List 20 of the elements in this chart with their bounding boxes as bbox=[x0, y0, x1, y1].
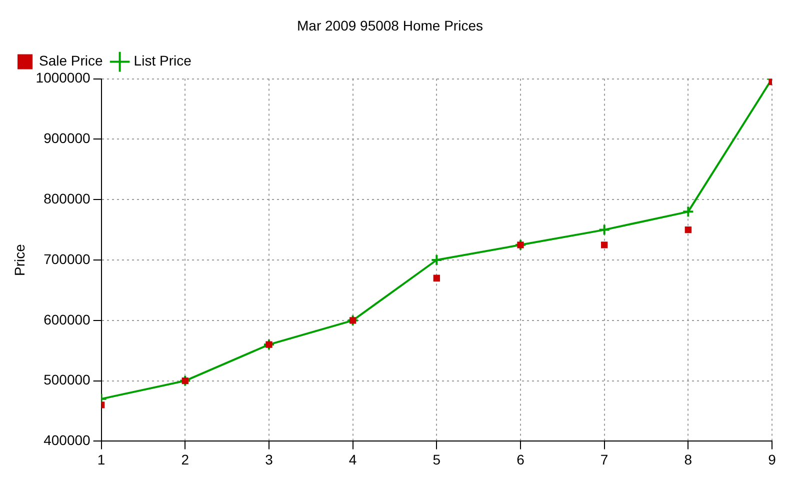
y-axis-title: Price bbox=[11, 244, 28, 276]
x-tick-label: 9 bbox=[768, 451, 776, 468]
legend-label: List Price bbox=[134, 52, 192, 69]
x-tick-label: 8 bbox=[684, 451, 692, 468]
y-tick-label: 800000 bbox=[44, 190, 91, 206]
y-tick-label: 900000 bbox=[44, 130, 91, 146]
x-tick-label: 2 bbox=[181, 451, 190, 468]
chart-title: Mar 2009 95008 Home Prices bbox=[297, 17, 483, 34]
x-tick-label: 6 bbox=[516, 451, 525, 468]
y-tick-label: 400000 bbox=[44, 432, 91, 448]
legend-label: Sale Price bbox=[39, 52, 104, 69]
x-tick-label: 3 bbox=[265, 451, 274, 468]
y-tick-label: 600000 bbox=[44, 311, 91, 328]
y-tick-label: 1000000 bbox=[36, 70, 91, 86]
y-tick-label: 700000 bbox=[44, 250, 91, 267]
y-tick-label: 500000 bbox=[44, 372, 91, 388]
x-tick-label: 5 bbox=[432, 451, 441, 468]
x-tick-label: 4 bbox=[348, 451, 357, 468]
x-tick-label: 1 bbox=[97, 451, 106, 468]
x-tick-label: 7 bbox=[600, 451, 608, 468]
